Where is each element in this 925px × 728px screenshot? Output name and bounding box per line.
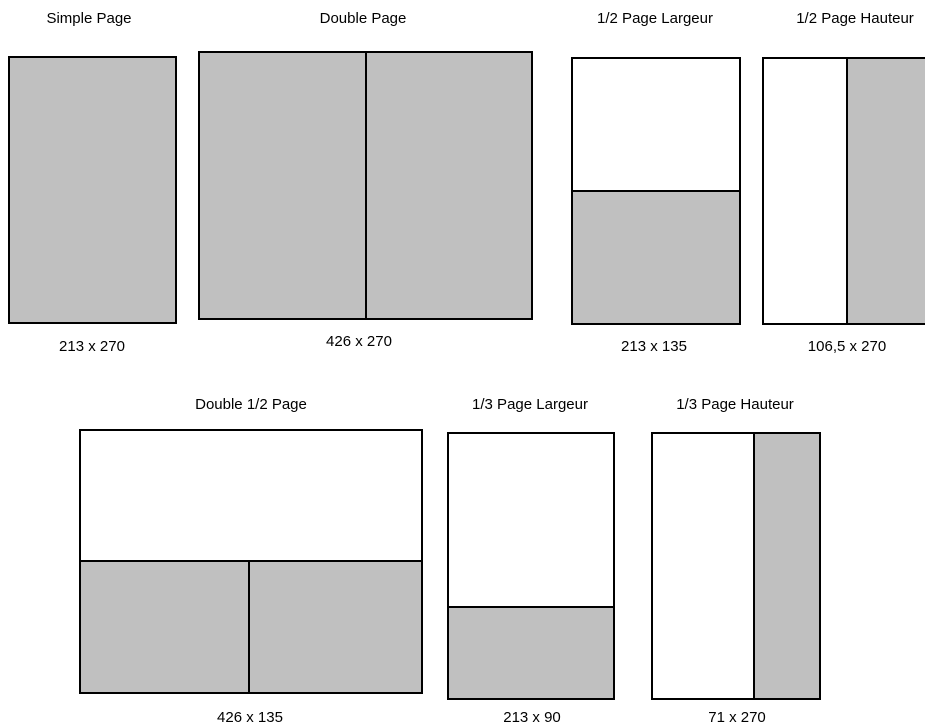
third-page-width-diagram xyxy=(447,432,615,700)
half-page-height-diagram xyxy=(762,57,925,325)
third-page-height-size: 71 x 270 xyxy=(708,709,766,726)
double-half-page-diagram xyxy=(79,429,423,694)
double-page-diagram xyxy=(198,51,533,320)
double-page-size: 426 x 270 xyxy=(326,333,392,350)
double-page-divider xyxy=(365,53,367,318)
third-page-width-title: 1/3 Page Largeur xyxy=(472,396,588,413)
third-page-width-size: 213 x 90 xyxy=(503,709,561,726)
double-page-title: Double Page xyxy=(319,10,407,27)
double-half-page-ad-area xyxy=(81,562,421,692)
simple-page-title: Simple Page xyxy=(46,10,132,27)
half-page-width-size: 213 x 135 xyxy=(621,338,687,355)
double-half-page-vertical-divider xyxy=(248,560,250,692)
half-page-height-size: 106,5 x 270 xyxy=(807,338,887,355)
double-half-page-horizontal-divider xyxy=(81,560,421,562)
third-page-width-divider xyxy=(449,606,613,608)
simple-page-ad-area xyxy=(10,58,175,322)
third-page-height-ad-area xyxy=(755,434,819,698)
half-page-height-title: 1/2 Page Hauteur xyxy=(796,10,914,27)
third-page-height-diagram xyxy=(651,432,821,700)
double-half-page-title: Double 1/2 Page xyxy=(195,396,307,413)
half-page-width-divider xyxy=(573,190,739,192)
half-page-width-ad-area xyxy=(573,191,739,323)
third-page-height-title: 1/3 Page Hauteur xyxy=(676,396,794,413)
half-page-width-diagram xyxy=(571,57,741,325)
half-page-height-divider xyxy=(846,59,848,323)
half-page-width-title: 1/2 Page Largeur xyxy=(597,10,713,27)
simple-page-diagram xyxy=(8,56,177,324)
third-page-width-ad-area xyxy=(449,608,613,698)
half-page-height-ad-area xyxy=(848,59,925,323)
double-half-page-size: 426 x 135 xyxy=(217,709,283,726)
simple-page-size: 213 x 270 xyxy=(59,338,125,355)
third-page-height-divider xyxy=(753,434,755,698)
